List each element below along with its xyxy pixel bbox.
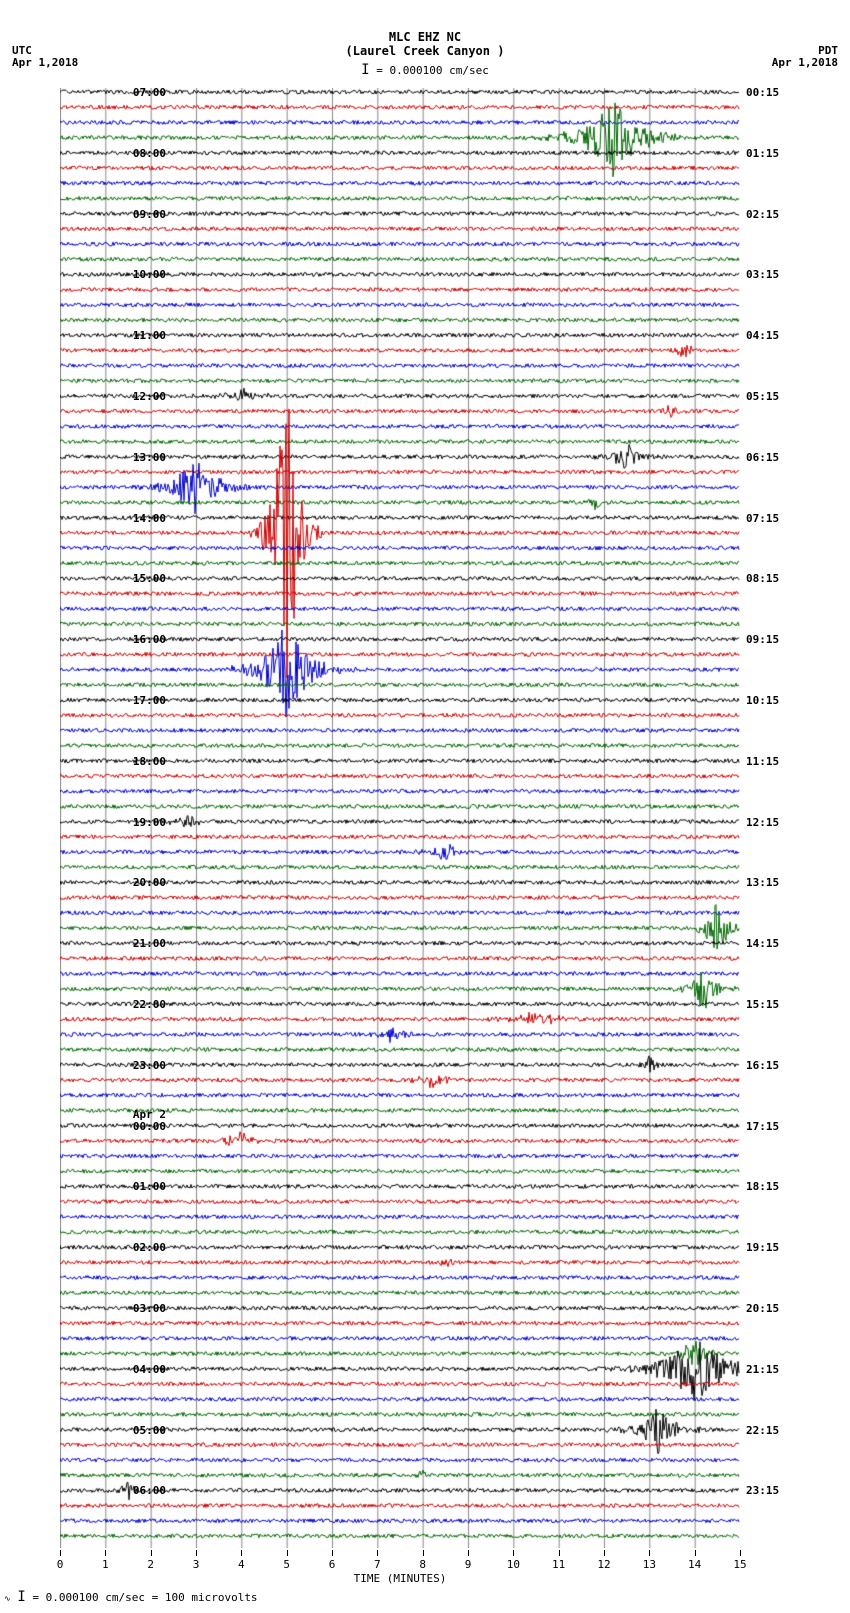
seismograph-container: MLC EHZ NC (Laurel Creek Canyon ) I = 0.… [0, 0, 850, 1613]
x-tick-label: 13 [643, 1558, 656, 1571]
right-time-label: 22:15 [746, 1424, 779, 1437]
right-time-label: 08:15 [746, 572, 779, 585]
x-tick-label: 7 [374, 1558, 381, 1571]
right-time-label: 09:15 [746, 633, 779, 646]
right-time-label: 16:15 [746, 1059, 779, 1072]
right-time-label: 06:15 [746, 451, 779, 464]
x-tick-label: 14 [688, 1558, 701, 1571]
right-time-label: 07:15 [746, 512, 779, 525]
right-time-label: 12:15 [746, 816, 779, 829]
left-time-label: 04:00 [133, 1363, 166, 1376]
x-tick-label: 6 [329, 1558, 336, 1571]
left-time-label: 11:00 [133, 329, 166, 342]
left-time-label: 07:00 [133, 86, 166, 99]
right-time-label: 13:15 [746, 876, 779, 889]
x-tick-label: 4 [238, 1558, 245, 1571]
x-tick-label: 3 [193, 1558, 200, 1571]
left-time-label: 13:00 [133, 451, 166, 464]
left-time-label: 19:00 [133, 816, 166, 829]
left-time-label: 16:00 [133, 633, 166, 646]
x-tick-label: 10 [507, 1558, 520, 1571]
right-time-label: 15:15 [746, 998, 779, 1011]
right-time-label: 18:15 [746, 1180, 779, 1193]
left-time-label: 09:00 [133, 208, 166, 221]
left-time-label: 21:00 [133, 937, 166, 950]
footer-scale: ∿ I = 0.000100 cm/sec = 100 microvolts [4, 1589, 258, 1605]
station-title: MLC EHZ NC [0, 30, 850, 44]
left-time-label: 10:00 [133, 268, 166, 281]
left-time-label: 01:00 [133, 1180, 166, 1193]
x-tick-label: 15 [733, 1558, 746, 1571]
left-time-label: 03:00 [133, 1302, 166, 1315]
right-time-label: 02:15 [746, 208, 779, 221]
left-time-label: 22:00 [133, 998, 166, 1011]
x-tick-label: 11 [552, 1558, 565, 1571]
right-time-label: 00:15 [746, 86, 779, 99]
right-time-label: 23:15 [746, 1484, 779, 1497]
right-time-label: 03:15 [746, 268, 779, 281]
left-time-label: 18:00 [133, 755, 166, 768]
x-tick-label: 2 [147, 1558, 154, 1571]
station-location: (Laurel Creek Canyon ) [0, 44, 850, 58]
left-time-label: 14:00 [133, 512, 166, 525]
x-tick-label: 8 [419, 1558, 426, 1571]
right-time-label: 11:15 [746, 755, 779, 768]
left-time-label: 06:00 [133, 1484, 166, 1497]
x-tick-label: 0 [57, 1558, 64, 1571]
left-time-label: 20:00 [133, 876, 166, 889]
scale-indicator: I = 0.000100 cm/sec [0, 62, 850, 78]
right-time-label: 17:15 [746, 1120, 779, 1133]
right-time-label: 10:15 [746, 694, 779, 707]
left-time-label: 17:00 [133, 694, 166, 707]
left-time-label: 00:00 [133, 1120, 166, 1133]
right-time-label: 01:15 [746, 147, 779, 160]
right-time-label: 05:15 [746, 390, 779, 403]
right-time-label: 04:15 [746, 329, 779, 342]
left-time-label: 02:00 [133, 1241, 166, 1254]
left-time-label: 15:00 [133, 572, 166, 585]
x-tick-label: 9 [465, 1558, 472, 1571]
left-time-label: 05:00 [133, 1424, 166, 1437]
left-time-label: 23:00 [133, 1059, 166, 1072]
x-tick-label: 5 [283, 1558, 290, 1571]
x-tick-label: 1 [102, 1558, 109, 1571]
right-time-label: 14:15 [746, 937, 779, 950]
left-date: Apr 1,2018 [12, 56, 78, 69]
x-tick-label: 12 [597, 1558, 610, 1571]
left-time-label: 08:00 [133, 147, 166, 160]
right-date: Apr 1,2018 [772, 56, 838, 69]
right-time-label: 19:15 [746, 1241, 779, 1254]
x-axis-title: TIME (MINUTES) [60, 1572, 740, 1585]
left-time-label: 12:00 [133, 390, 166, 403]
right-time-label: 21:15 [746, 1363, 779, 1376]
right-time-label: 20:15 [746, 1302, 779, 1315]
